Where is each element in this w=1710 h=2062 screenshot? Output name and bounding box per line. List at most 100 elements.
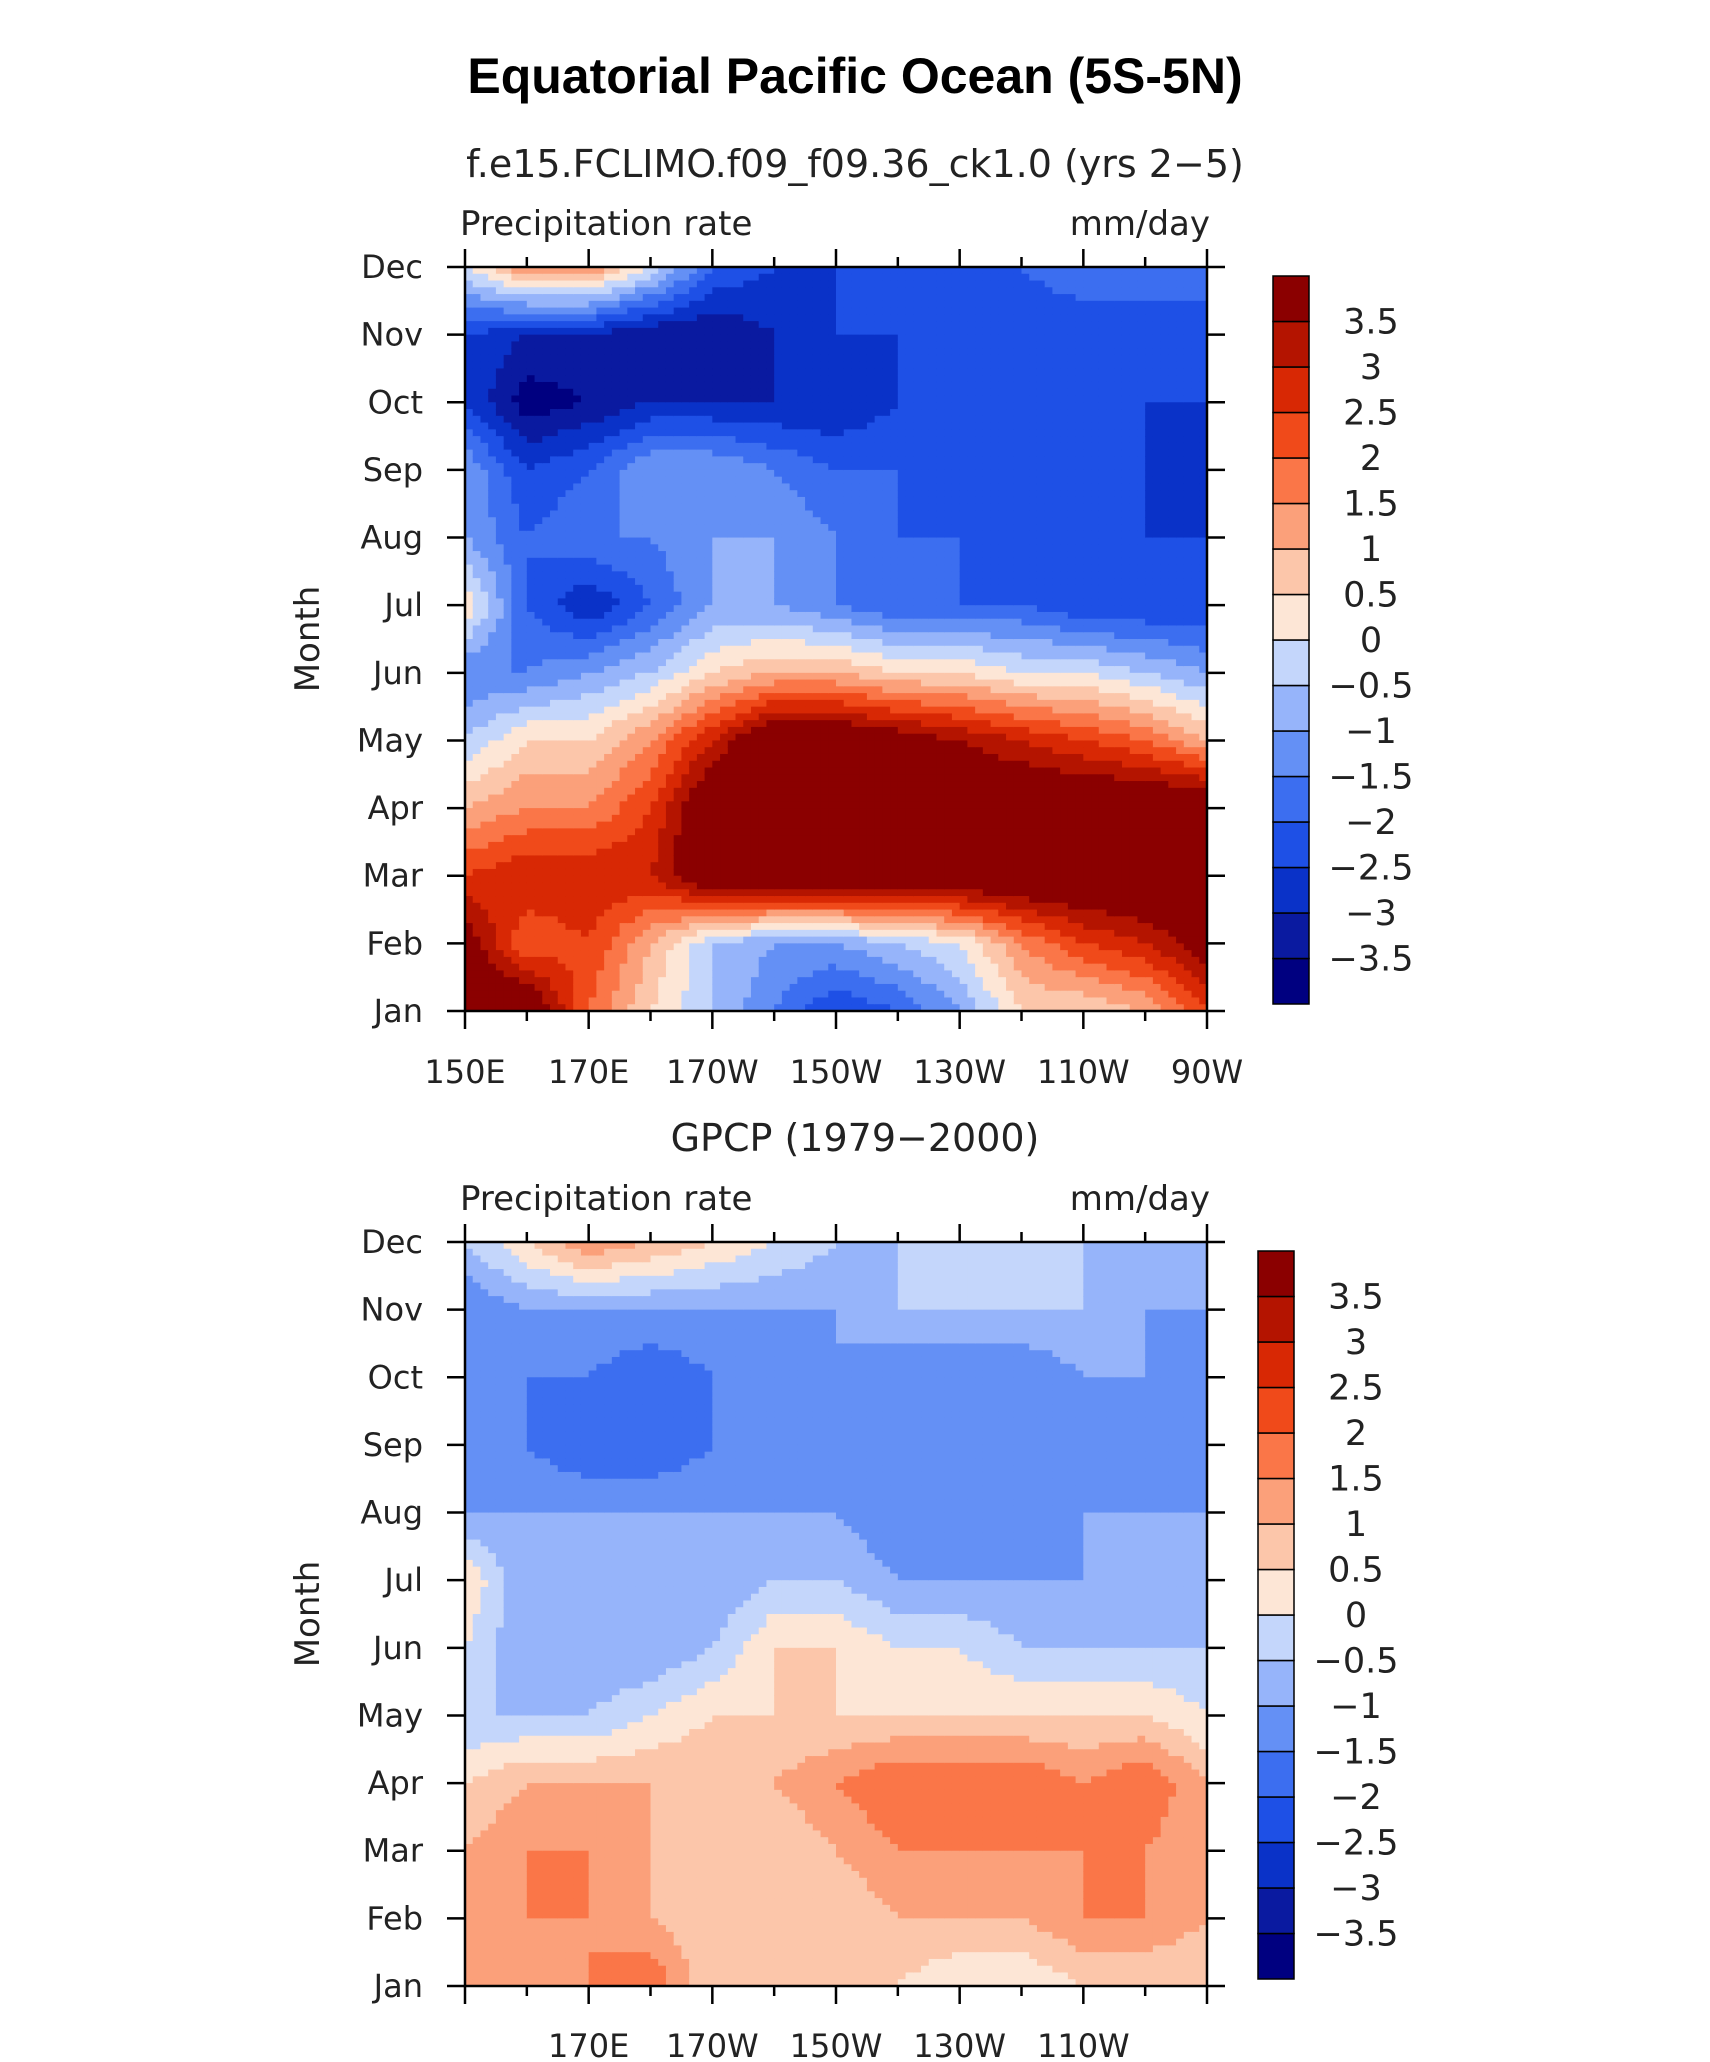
- heatmap-cell: [790, 308, 798, 315]
- heatmap-cell: [681, 585, 689, 592]
- heatmap-cell: [627, 639, 635, 646]
- heatmap-cell: [736, 774, 744, 781]
- heatmap-cell: [651, 416, 659, 423]
- heatmap-cell: [766, 842, 774, 849]
- heatmap-cell: [620, 281, 628, 288]
- heatmap-cell: [674, 538, 682, 545]
- heatmap-cell: [797, 910, 805, 917]
- heatmap-cell: [604, 835, 612, 842]
- heatmap-cell: [620, 795, 628, 802]
- heatmap-cell: [674, 483, 682, 490]
- heatmap-cell: [797, 592, 805, 599]
- heatmap-cell: [643, 734, 651, 741]
- heatmap-cell: [674, 517, 682, 524]
- heatmap-cell: [728, 571, 736, 578]
- heatmap-cell: [774, 368, 782, 375]
- heatmap-cell: [728, 686, 736, 693]
- heatmap-cell: [790, 497, 798, 504]
- heatmap-cells: [465, 267, 1208, 1012]
- heatmap-cell: [488, 768, 496, 775]
- heatmap-cell: [596, 443, 604, 450]
- heatmap-cell: [589, 328, 597, 335]
- heatmap-cell: [666, 997, 674, 1004]
- heatmap-cell: [689, 605, 697, 612]
- heatmap-cell: [728, 997, 736, 1004]
- heatmap-cell: [527, 321, 535, 328]
- heatmap-cell: [527, 666, 535, 673]
- heatmap-cell: [697, 889, 705, 896]
- heatmap-cell: [643, 869, 651, 876]
- heatmap-cell: [604, 964, 612, 971]
- heatmap-cell: [658, 423, 666, 430]
- heatmap-cell: [705, 720, 713, 727]
- heatmap-cell: [565, 815, 573, 822]
- heatmap-cell: [635, 456, 643, 463]
- heatmap-cell: [511, 382, 519, 389]
- heatmap-cell: [720, 903, 728, 910]
- heatmap-cell: [797, 916, 805, 923]
- heatmap-cell: [689, 991, 697, 998]
- heatmap-cell: [620, 957, 628, 964]
- heatmap-cell: [604, 423, 612, 430]
- heatmap-cell: [674, 673, 682, 680]
- heatmap-cell: [728, 734, 736, 741]
- heatmap-cell: [504, 964, 512, 971]
- heatmap-cell: [535, 341, 543, 348]
- heatmap-cell: [627, 362, 635, 369]
- heatmap-cell: [635, 565, 643, 572]
- heatmap-cell: [473, 463, 481, 470]
- heatmap-cell: [620, 896, 628, 903]
- heatmap-cell: [759, 646, 767, 653]
- heatmap-cell: [705, 605, 713, 612]
- heatmap-cell: [519, 795, 527, 802]
- heatmap-cell: [774, 558, 782, 565]
- heatmap-cell: [558, 504, 566, 511]
- heatmap-cell: [766, 402, 774, 409]
- heatmap-cell: [658, 882, 666, 889]
- heatmap-cell: [681, 612, 689, 619]
- heatmap-cell: [480, 761, 488, 768]
- heatmap-cell: [635, 957, 643, 964]
- heatmap-cell: [565, 362, 573, 369]
- heatmap-cell: [511, 389, 519, 396]
- heatmap-cell: [581, 862, 589, 869]
- heatmap-cell: [542, 625, 550, 632]
- heatmap-cell: [651, 538, 659, 545]
- heatmap-cell: [728, 294, 736, 301]
- heatmap-cell: [488, 991, 496, 998]
- heatmap-cell: [496, 768, 504, 775]
- heatmap-cell: [573, 768, 581, 775]
- heatmap-cell: [643, 558, 651, 565]
- heatmap-cell: [558, 991, 566, 998]
- heatmap-cell: [550, 571, 558, 578]
- heatmap-cell: [805, 416, 813, 423]
- heatmap-cell: [666, 592, 674, 599]
- heatmap-cell: [558, 747, 566, 754]
- heatmap-cell: [496, 720, 504, 727]
- heatmap-cell: [581, 301, 589, 308]
- heatmap-cell: [720, 490, 728, 497]
- heatmap-cell: [705, 686, 713, 693]
- heatmap-cell: [473, 659, 481, 666]
- heatmap-cell: [681, 808, 689, 815]
- heatmap-cell: [712, 423, 720, 430]
- heatmap-cell: [697, 308, 705, 315]
- heatmap-cell: [511, 747, 519, 754]
- heatmap-cell: [743, 592, 751, 599]
- heatmap-cell: [674, 605, 682, 612]
- heatmap-cell: [782, 301, 790, 308]
- heatmap-cell: [805, 409, 813, 416]
- heatmap-cell: [712, 517, 720, 524]
- heatmap-cell: [751, 822, 759, 829]
- heatmap-cell: [674, 855, 682, 862]
- heatmap-cell: [627, 592, 635, 599]
- heatmap-cell: [805, 287, 813, 294]
- heatmap-cell: [558, 294, 566, 301]
- heatmap-cell: [797, 524, 805, 531]
- heatmap-cell: [697, 551, 705, 558]
- heatmap-cell: [813, 524, 821, 531]
- heatmap-cell: [565, 605, 573, 612]
- heatmap-cell: [581, 585, 589, 592]
- heatmap-cell: [604, 930, 612, 937]
- heatmap-cell: [504, 443, 512, 450]
